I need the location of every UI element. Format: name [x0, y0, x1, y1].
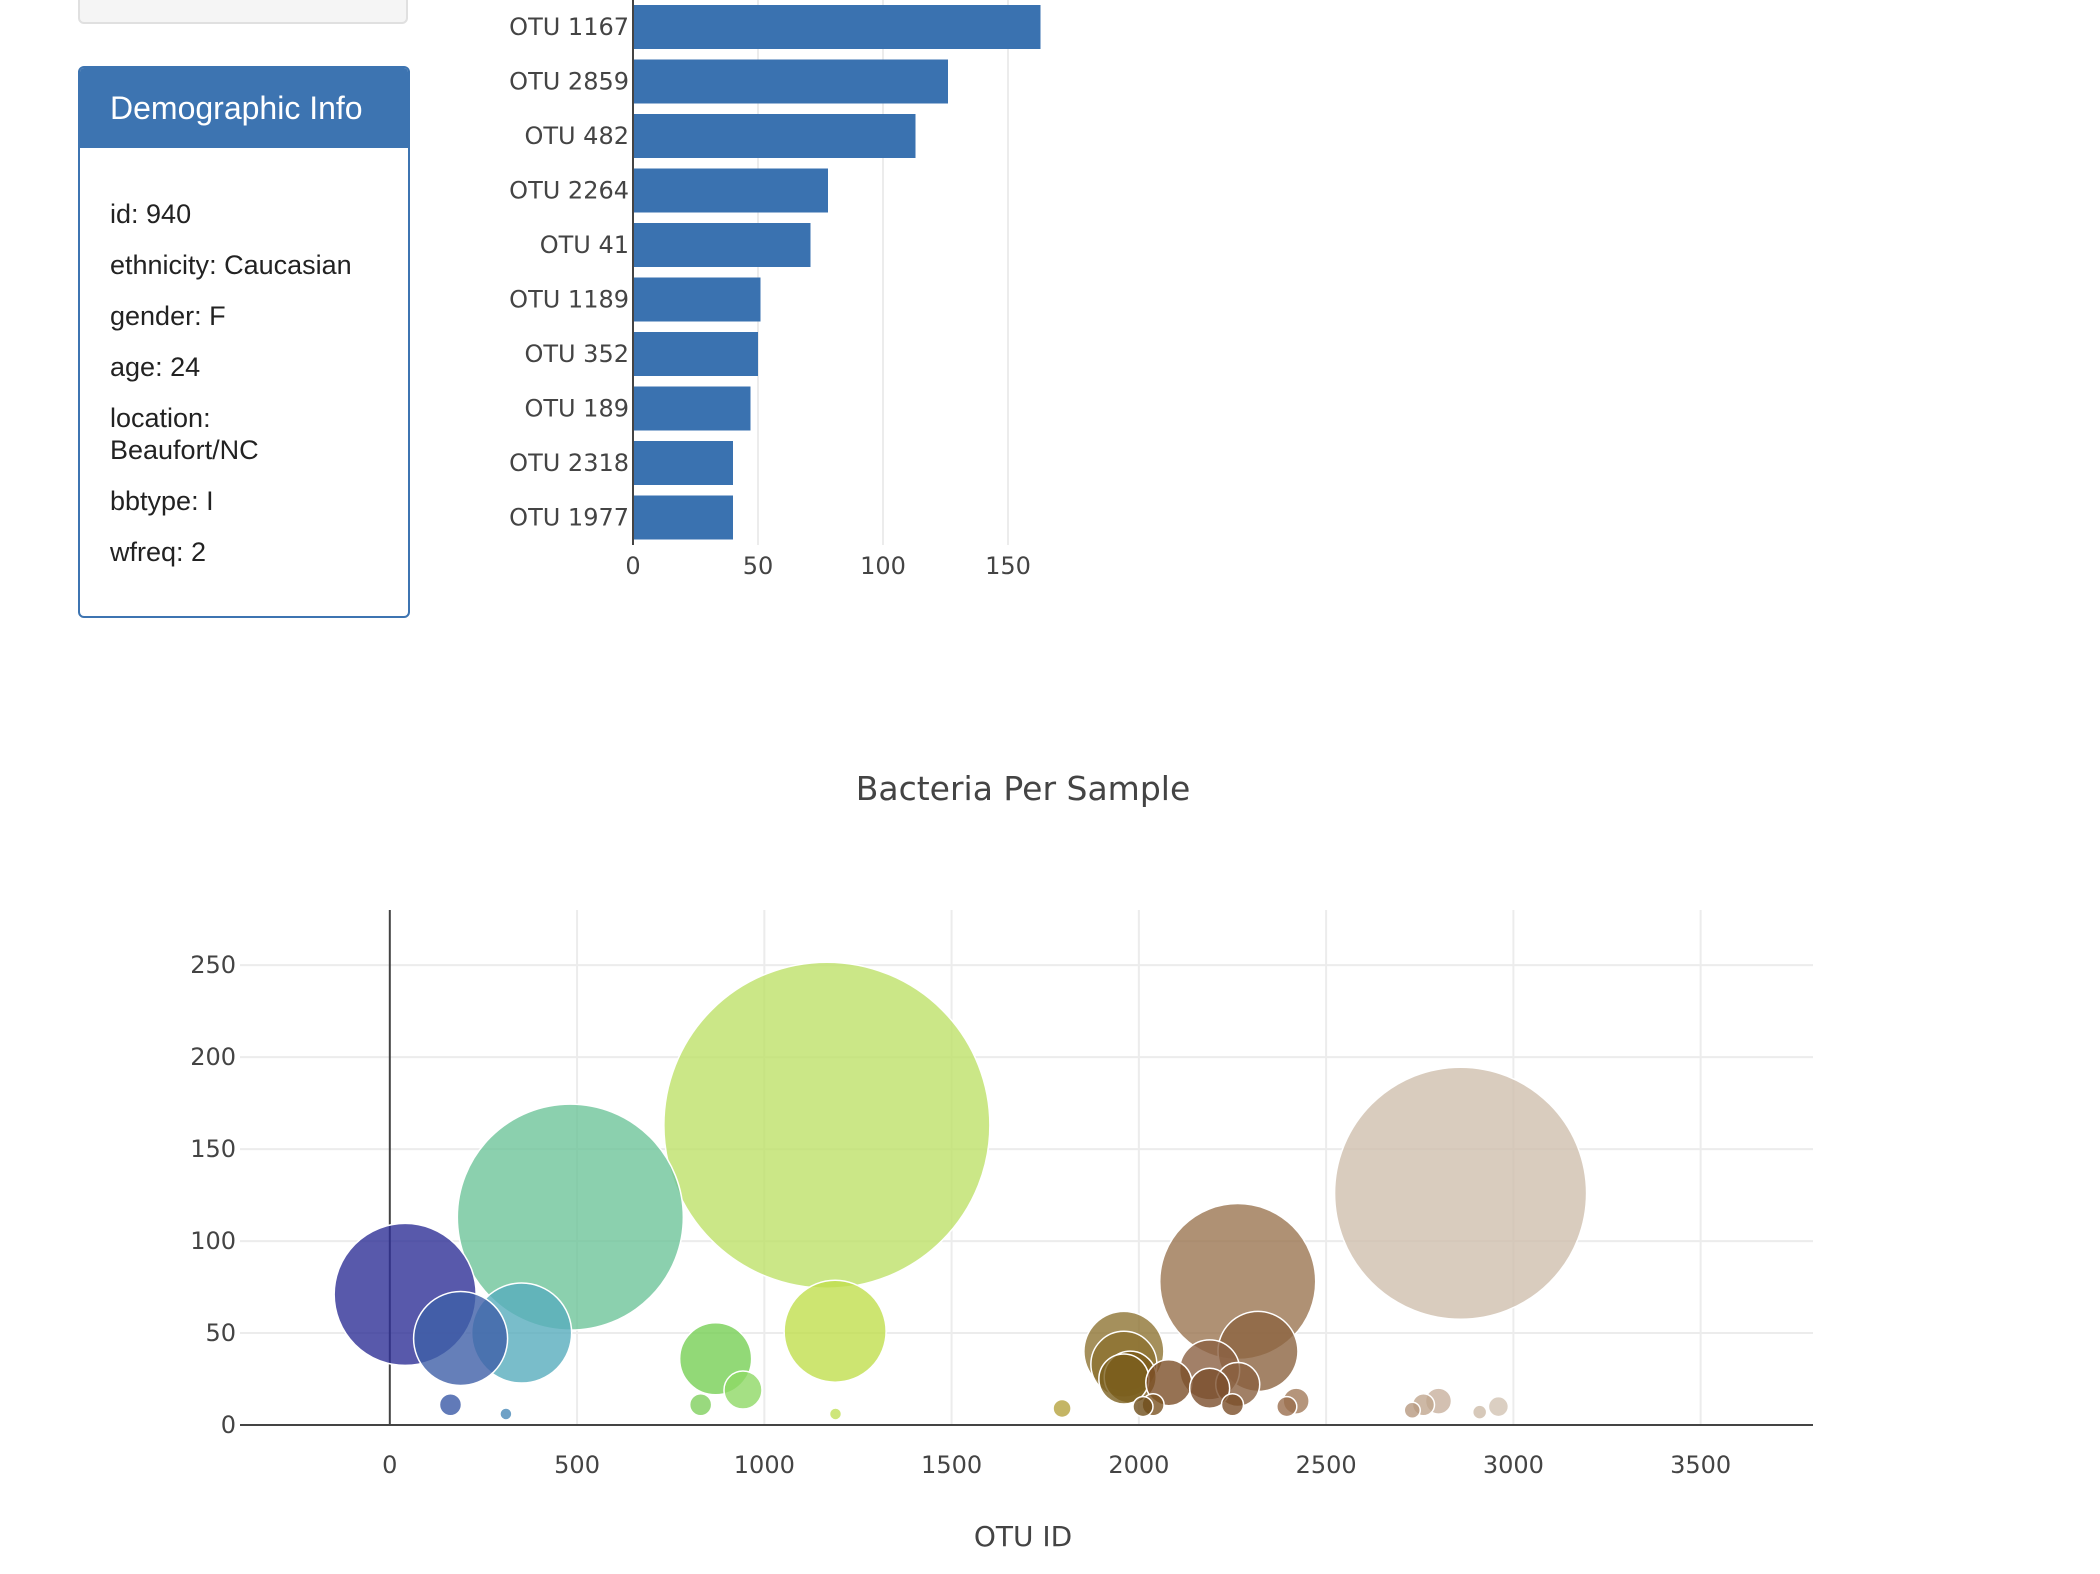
bubble-point-18 [723, 1370, 763, 1410]
bubble-x-tick-label-4: 2000 [1108, 1451, 1169, 1479]
bubble-point-0 [663, 961, 991, 1289]
bar-category-label-7: OTU 189 [524, 395, 629, 423]
bubble-y-tick-label-3: 150 [190, 1135, 236, 1163]
bar-x-tick-label-1: 50 [743, 552, 774, 580]
bubble-point-27 [1276, 1395, 1298, 1418]
bar-1 [633, 59, 948, 104]
bubble-chart-title: Bacteria Per Sample [856, 769, 1191, 808]
bar-8 [633, 441, 733, 485]
bar-2 [633, 114, 916, 158]
bubble-point-1 [1333, 1066, 1588, 1320]
bar-3 [633, 168, 828, 213]
bubble-x-tick-label-5: 2500 [1296, 1451, 1357, 1479]
panel-title: Demographic Info [80, 68, 408, 148]
top-otu-bar-chart: 0 50 100 150 OTU 1167 OTU 2859 OTU 482 OTU 2264… [509, 0, 1041, 580]
bar-x-tick-label-3: 150 [985, 552, 1031, 580]
bubble-point-24 [1220, 1393, 1245, 1417]
bar-category-label-3: OTU 2264 [509, 177, 629, 205]
demographic-info-panel: Demographic Info id: 940 ethnicity: Cauc… [78, 66, 410, 618]
bar-x-tick-label-2: 100 [860, 552, 906, 580]
bar-category-label-2: OTU 482 [524, 122, 629, 150]
bar-category-label-4: OTU 41 [540, 231, 629, 259]
bubble-x-tick-label-0: 0 [382, 1451, 397, 1479]
bubble-point-33 [828, 1407, 843, 1421]
bubble-x-axis-label: OTU ID [974, 1520, 1072, 1553]
info-row-age: age: 24 [110, 352, 201, 382]
bubble-y-tick-label-5: 250 [190, 951, 236, 979]
panel-body: id: 940 ethnicity: Caucasian gender: F a… [80, 148, 408, 568]
info-row-gender: gender: F [110, 301, 226, 331]
bubble-point-32 [499, 1407, 513, 1421]
info-row-wfreq: wfreq: 2 [110, 537, 207, 567]
bubble-point-31 [1471, 1404, 1488, 1420]
info-row-bbtype: bbtype: I [110, 486, 214, 516]
bar-category-label-1: OTU 2859 [509, 68, 629, 96]
bar-4 [633, 223, 811, 267]
info-row-location: location: Beaufort/NC [110, 403, 259, 465]
bubble-y-tick-label-2: 100 [190, 1227, 236, 1255]
info-row-id: id: 940 [110, 199, 192, 229]
bar-5 [633, 277, 761, 322]
bubble-point-17 [1188, 1367, 1231, 1409]
bar-category-label-8: OTU 2318 [509, 449, 629, 477]
bubble-y-tick-label-1: 50 [205, 1319, 236, 1347]
bubble-x-tick-label-2: 1000 [734, 1451, 795, 1479]
bubble-point-26 [1132, 1395, 1154, 1418]
bubble-point-5 [783, 1279, 887, 1383]
bubble-y-tick-label-4: 200 [190, 1043, 236, 1071]
bubble-point-28 [1487, 1395, 1510, 1418]
bubble-point-21 [438, 1393, 463, 1417]
bacteria-bubble-chart: Bacteria Per Sample OTU ID 0 50 100 150 200 2… [190, 769, 1813, 1553]
bar-category-label-6: OTU 352 [524, 340, 629, 368]
bubble-x-tick-label-1: 500 [554, 1451, 600, 1479]
bubble-y-tick-label-0: 0 [221, 1411, 236, 1439]
bar-6 [633, 332, 758, 376]
bar-category-label-5: OTU 1189 [509, 286, 629, 314]
bubble-x-tick-label-7: 3500 [1670, 1451, 1731, 1479]
info-row-ethnicity: ethnicity: Caucasian [110, 250, 352, 280]
bar-7 [633, 386, 751, 431]
bar-9 [633, 495, 733, 540]
bubble-x-tick-label-3: 1500 [921, 1451, 982, 1479]
bubble-point-22 [688, 1393, 713, 1417]
bubble-x-tick-label-6: 3000 [1483, 1451, 1544, 1479]
bubble-point-29 [1052, 1398, 1072, 1419]
bar-0 [633, 5, 1041, 49]
bubble-point-30 [1403, 1401, 1422, 1420]
bar-x-tick-label-0: 0 [625, 552, 640, 580]
bubble-point-7 [412, 1290, 509, 1387]
bar-category-label-9: OTU 1977 [509, 504, 629, 532]
bar-category-label-0: OTU 1167 [509, 13, 629, 41]
sample-select-dropdown[interactable] [78, 0, 408, 24]
